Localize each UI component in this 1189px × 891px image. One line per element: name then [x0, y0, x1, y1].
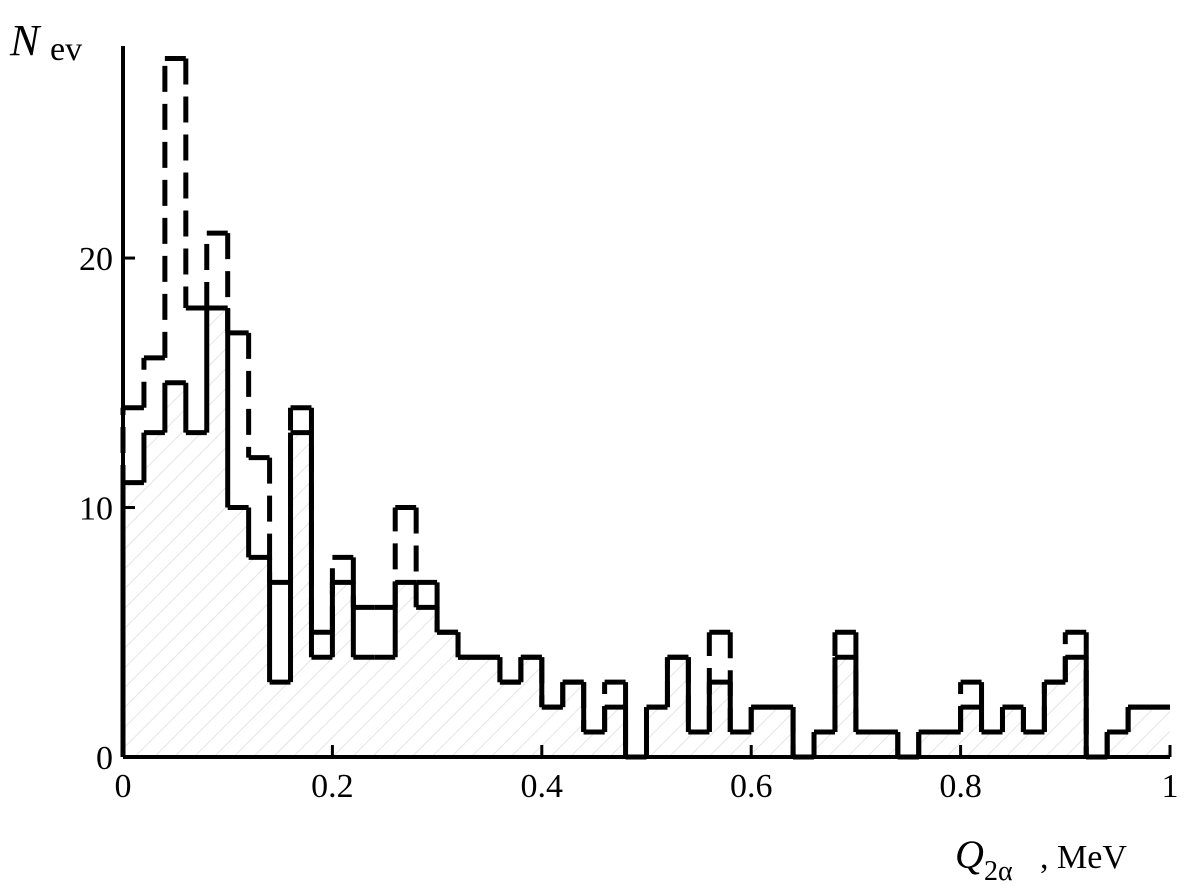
y-label-sub: ev: [50, 31, 82, 68]
y-label: N: [9, 16, 42, 65]
x-tick-label: 0.2: [311, 768, 354, 805]
hatch-area: [123, 307, 1170, 757]
series-dashed: [120, 55, 1170, 760]
x-tick-label: 0.6: [730, 768, 773, 805]
x-tick-label: 0.8: [939, 768, 982, 805]
x-label-sub: 2α: [984, 856, 1013, 887]
y-tick-label: 10: [79, 491, 113, 528]
x-tick-label: 0: [115, 768, 132, 805]
y-tick-label: 20: [79, 241, 113, 278]
x-label-unit: , MeV: [1040, 839, 1127, 876]
y-tick-label: 0: [96, 740, 113, 777]
x-tick-label: 1: [1162, 768, 1179, 805]
x-tick-label: 0.4: [521, 768, 564, 805]
x-label: Q: [955, 832, 984, 877]
